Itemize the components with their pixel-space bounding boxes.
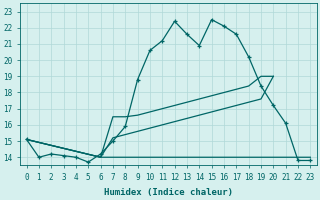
X-axis label: Humidex (Indice chaleur): Humidex (Indice chaleur) xyxy=(104,188,233,197)
